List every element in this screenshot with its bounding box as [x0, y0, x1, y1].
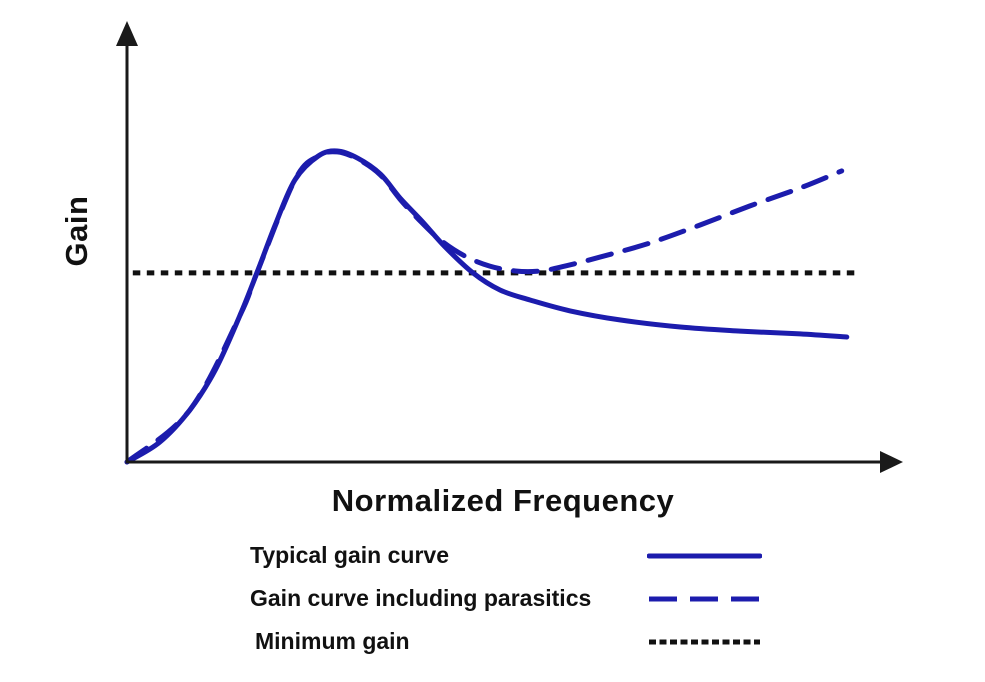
curve-typical-gain-curve: [124, 148, 850, 465]
legend-sample-solid-line-icon: [647, 553, 762, 558]
x-axis-arrow-icon: [880, 451, 903, 473]
legend-label-minimum-gain: Minimum gain: [255, 628, 410, 654]
x-axis-label: Normalized Frequency: [331, 483, 675, 518]
legend-row-minimum-gain: Minimum gain: [250, 620, 810, 663]
legend-label-typical-gain-curve: Typical gain curve: [250, 542, 449, 568]
y-axis-label: Gain: [59, 195, 94, 267]
legend-sample-dashed-line-icon: [649, 596, 760, 601]
legend-sample-dotted-line-icon: [649, 639, 760, 644]
legend-row-typical-gain-curve: Typical gain curve: [250, 534, 810, 577]
y-axis-arrow-icon: [116, 21, 138, 46]
legend-label-gain-curve-including-parasitics: Gain curve including parasitics: [250, 585, 592, 611]
legend-row-gain-curve-including-parasitics: Gain curve including parasitics: [250, 577, 810, 620]
curve-gain-curve-including-parasitics: [124, 149, 845, 465]
legend: Typical gain curve Gain curve including …: [250, 534, 810, 663]
